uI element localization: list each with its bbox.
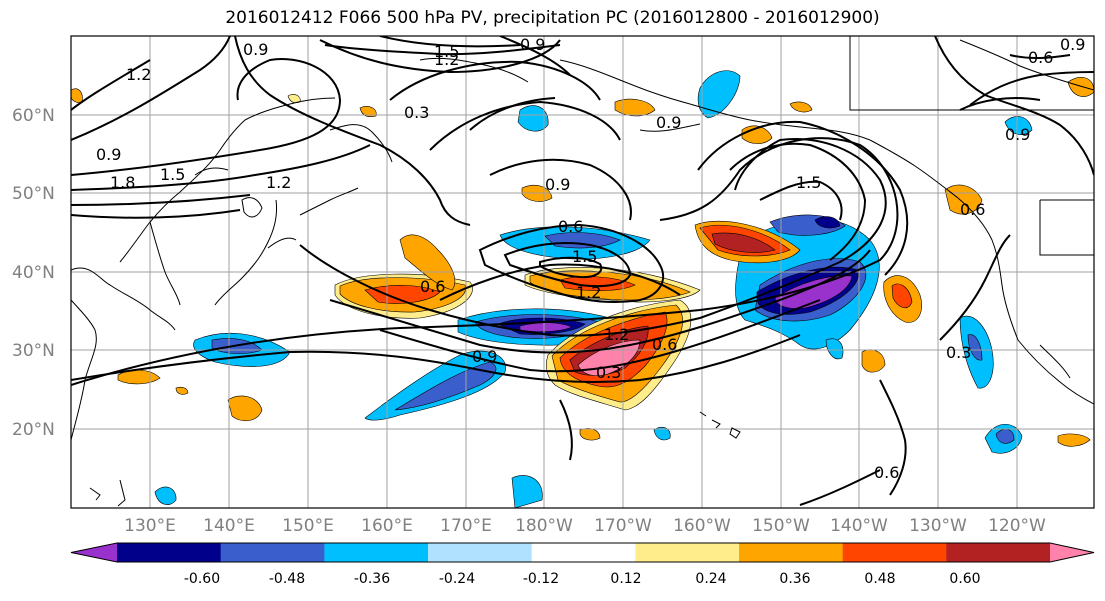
colorbar-segment bbox=[946, 543, 1051, 562]
contour-label: 1.5 bbox=[434, 42, 459, 61]
contour-label: 0.9 bbox=[472, 347, 497, 366]
contour-label: 0.6 bbox=[1028, 48, 1053, 67]
lon-label: 150°E bbox=[282, 516, 334, 536]
contour-label: 1.5 bbox=[796, 173, 821, 192]
contour-label: 0.9 bbox=[656, 113, 681, 132]
lon-label: 170°W bbox=[594, 516, 652, 536]
contour-label: 1.8 bbox=[110, 173, 135, 192]
colorbar-extend-low bbox=[71, 543, 117, 562]
colorbar-segment bbox=[531, 543, 636, 562]
contour-label: 0.6 bbox=[874, 463, 899, 482]
lat-label: 30°N bbox=[12, 341, 55, 361]
colorbar-extend-high bbox=[1050, 543, 1094, 562]
colorbar-tick-label: 0.12 bbox=[610, 571, 641, 587]
colorbar-tick-label: 0.48 bbox=[864, 571, 895, 587]
lat-label: 20°N bbox=[12, 420, 55, 440]
lat-label: 40°N bbox=[12, 263, 55, 283]
lon-label: 160°E bbox=[361, 516, 413, 536]
colorbar-segment bbox=[428, 543, 533, 562]
contour-label: 1.2 bbox=[126, 65, 151, 84]
lon-label: 130°E bbox=[124, 516, 176, 536]
colorbar-segment bbox=[220, 543, 325, 562]
colorbar-segment bbox=[739, 543, 844, 562]
contour-label: 1.2 bbox=[434, 50, 459, 69]
colorbar-tick-label: -0.60 bbox=[184, 571, 220, 587]
contour-label: 0.9 bbox=[243, 40, 268, 59]
contour-label: 1.2 bbox=[576, 283, 601, 302]
contour-label: 1.5 bbox=[160, 165, 185, 184]
contour-label: 0.6 bbox=[420, 277, 445, 296]
lon-label: 170°E bbox=[440, 516, 492, 536]
colorbar-outline bbox=[70, 542, 1095, 563]
colorbar-tick-label: 0.36 bbox=[779, 571, 810, 587]
pv-contours bbox=[71, 36, 1094, 506]
colorbar-labels: -0.60 -0.48 -0.36 -0.24 -0.12 0.12 0.24 … bbox=[184, 571, 981, 587]
colorbar-tick-label: -0.12 bbox=[523, 571, 559, 587]
contour-label: 0.9 bbox=[545, 175, 570, 194]
lon-label: 160°W bbox=[673, 516, 731, 536]
colorbar-segment bbox=[117, 543, 222, 562]
lon-label: 140°E bbox=[203, 516, 255, 536]
lat-label: 60°N bbox=[12, 106, 55, 126]
contour-label: 0.9 bbox=[520, 35, 545, 54]
colorbar-tick-label: -0.36 bbox=[354, 571, 390, 587]
map-frame bbox=[70, 35, 1095, 509]
colorbar-tick-label: -0.24 bbox=[439, 571, 475, 587]
colorbar-tick-label: 0.60 bbox=[949, 571, 980, 587]
contour-label: 1.5 bbox=[572, 247, 597, 266]
latitude-labels: 60°N 50°N 40°N 30°N 20°N bbox=[12, 106, 55, 440]
lat-label: 50°N bbox=[12, 184, 55, 204]
contour-label: 1.2 bbox=[604, 325, 629, 344]
colorbar-segment bbox=[842, 543, 947, 562]
map-title: 2016012412 F066 500 hPa PV, precipitatio… bbox=[225, 8, 880, 28]
contour-label: 0.9 bbox=[1005, 125, 1030, 144]
contour-label: 0.3 bbox=[404, 103, 429, 122]
colorbar bbox=[70, 542, 1095, 563]
lon-label: 140°W bbox=[830, 516, 888, 536]
contour-label: 0.6 bbox=[558, 217, 583, 236]
colorbar-segment bbox=[635, 543, 740, 562]
colorbar-segment bbox=[324, 543, 429, 562]
contour-label: 0.9 bbox=[96, 145, 121, 164]
contour-label: 0.6 bbox=[960, 200, 985, 219]
colorbar-tick-label: 0.24 bbox=[695, 571, 726, 587]
graticule bbox=[71, 36, 1094, 508]
lon-label: 150°W bbox=[752, 516, 810, 536]
lon-label: 180°W bbox=[515, 516, 573, 536]
contour-label: 0.3 bbox=[596, 363, 621, 382]
coastlines bbox=[71, 36, 1094, 507]
contour-label: 1.2 bbox=[266, 173, 291, 192]
longitude-labels: 130°E 140°E 150°E 160°E 170°E 180°W 170°… bbox=[124, 516, 1046, 536]
lon-label: 130°W bbox=[909, 516, 967, 536]
contour-label: 0.9 bbox=[1060, 35, 1085, 54]
contour-labels: 1.2 0.9 1.5 1.2 0.9 0.3 0.9 1.8 1.5 1.2 … bbox=[96, 35, 1085, 482]
colorbar-tick-label: -0.48 bbox=[269, 571, 305, 587]
contour-label: 0.3 bbox=[946, 343, 971, 362]
lon-label: 120°W bbox=[988, 516, 1046, 536]
contour-label: 0.6 bbox=[652, 335, 677, 354]
